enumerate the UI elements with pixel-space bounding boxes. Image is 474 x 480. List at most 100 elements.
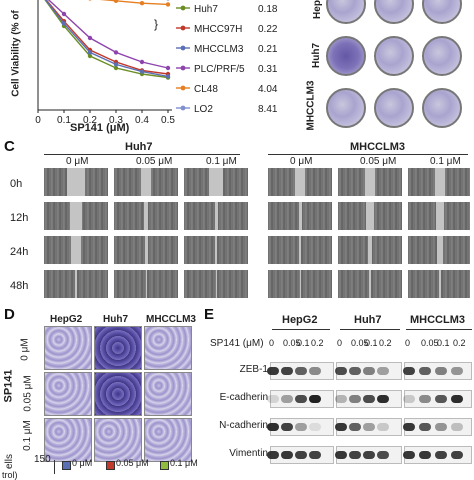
wb-band — [309, 451, 321, 459]
legend-ic50-value: 8.41 — [258, 104, 278, 115]
wb-band — [451, 395, 463, 403]
wb-cellline-huh7: Huh7 — [354, 314, 382, 326]
wb-band — [335, 451, 347, 459]
transwell-image — [144, 372, 192, 416]
wb-band — [363, 451, 375, 459]
wb-band — [377, 423, 389, 431]
transwell-col-huh7: Huh7 — [103, 314, 128, 325]
wound-gap — [214, 202, 218, 230]
wb-band — [377, 451, 389, 459]
legend-series-name: LO2 — [194, 104, 213, 115]
data-point — [166, 0, 170, 1]
colony-dish — [422, 36, 462, 76]
wound-gap — [298, 202, 302, 230]
data-point — [139, 1, 145, 6]
wound-image — [408, 168, 470, 196]
wound-image — [338, 270, 402, 298]
x-tick-label: 0 — [35, 115, 41, 126]
colony-panel: Hep Huh7 MHCCLM3 — [306, 0, 474, 138]
wb-band — [295, 395, 307, 403]
colony-dish — [374, 88, 414, 128]
wb-lane-dose: 0.2 — [311, 338, 324, 348]
data-point — [165, 74, 171, 79]
colony-dish — [374, 0, 414, 24]
legend-marker — [180, 45, 186, 51]
wb-band — [451, 451, 463, 459]
transwell-image — [144, 418, 192, 462]
transwell-image — [44, 326, 92, 370]
wound-gap — [439, 270, 441, 298]
wb-band — [377, 395, 389, 403]
wb-band — [267, 423, 279, 431]
colony-dish — [326, 0, 366, 24]
x-tick-label: 0.3 — [109, 115, 123, 126]
wound-gap — [215, 236, 217, 264]
wb-band — [435, 451, 447, 459]
data-point — [61, 21, 67, 26]
transwell-image — [94, 372, 142, 416]
wb-band — [451, 367, 463, 375]
data-point — [139, 69, 145, 74]
wound-dose-label: 0.1 μM — [430, 156, 461, 167]
wound-gap — [436, 202, 444, 230]
transwell-dose-1: 0.05 μM — [22, 375, 34, 412]
wound-image — [44, 168, 108, 196]
wound-image — [268, 270, 332, 298]
wb-lane-dose: 0.1 — [365, 338, 378, 348]
wound-time-label: 0h — [10, 178, 23, 190]
significance-bracket: } — [154, 17, 158, 31]
legend-ic50-value: 0.21 — [258, 44, 278, 55]
wound-gap — [141, 168, 151, 196]
wb-band — [281, 395, 293, 403]
wound-image — [268, 202, 332, 230]
wound-gap — [144, 202, 148, 230]
transwell-image — [44, 372, 92, 416]
wound-image — [408, 270, 470, 298]
wound-gap — [295, 168, 305, 196]
legend-ic50-value: 0.22 — [258, 24, 278, 35]
wb-cellline-hepg2: HepG2 — [282, 314, 318, 326]
wound-gap — [215, 270, 217, 298]
wb-band — [309, 423, 321, 431]
wound-gap — [369, 270, 371, 298]
wound-cellline-huh7: Huh7 — [125, 141, 153, 153]
transwell-axis-label: ells — [4, 453, 16, 470]
wound-time-label: 12h — [10, 212, 29, 224]
data-point — [139, 59, 145, 65]
wb-lane-dose: 0 — [337, 338, 343, 348]
wound-image — [114, 202, 178, 230]
legend-series-name: MHCCLM3 — [194, 44, 244, 55]
wb-band — [403, 423, 415, 431]
legend-marker — [180, 85, 186, 91]
legend-swatch — [160, 461, 169, 470]
wb-band — [363, 423, 375, 431]
wound-gap — [366, 202, 374, 230]
legend-label: 0 μM — [72, 458, 93, 468]
wound-gap — [209, 168, 223, 196]
x-tick-label: 0.1 — [57, 115, 71, 126]
wound-cellline-mhcclm3: MHCCLM3 — [350, 141, 405, 153]
wound-image — [338, 168, 402, 196]
wb-band — [435, 367, 447, 375]
wound-dose-label: 0.05 μM — [136, 156, 173, 167]
data-point — [113, 65, 119, 71]
wound-image — [338, 202, 402, 230]
wound-gap — [435, 168, 445, 196]
wb-band — [403, 395, 415, 403]
wound-image — [408, 202, 470, 230]
legend-marker — [180, 65, 186, 71]
data-point — [165, 65, 171, 71]
wb-band — [349, 367, 361, 375]
wound-gap — [437, 236, 443, 264]
legend-marker — [180, 5, 186, 11]
data-point — [113, 62, 119, 67]
x-tick-label: 0.2 — [83, 115, 97, 126]
wound-dose-label: 0.05 μM — [360, 156, 397, 167]
legend-marker — [180, 105, 186, 111]
wound-image — [44, 236, 108, 264]
panel-letter-d: D — [4, 306, 15, 323]
wb-band — [335, 367, 347, 375]
transwell-legend: 0 μM 0.05 μM 0.1 μM — [62, 458, 202, 472]
wb-lane-dose: 0.2 — [453, 338, 466, 348]
wb-cellline-mhcclm3: MHCCLM3 — [410, 314, 465, 326]
